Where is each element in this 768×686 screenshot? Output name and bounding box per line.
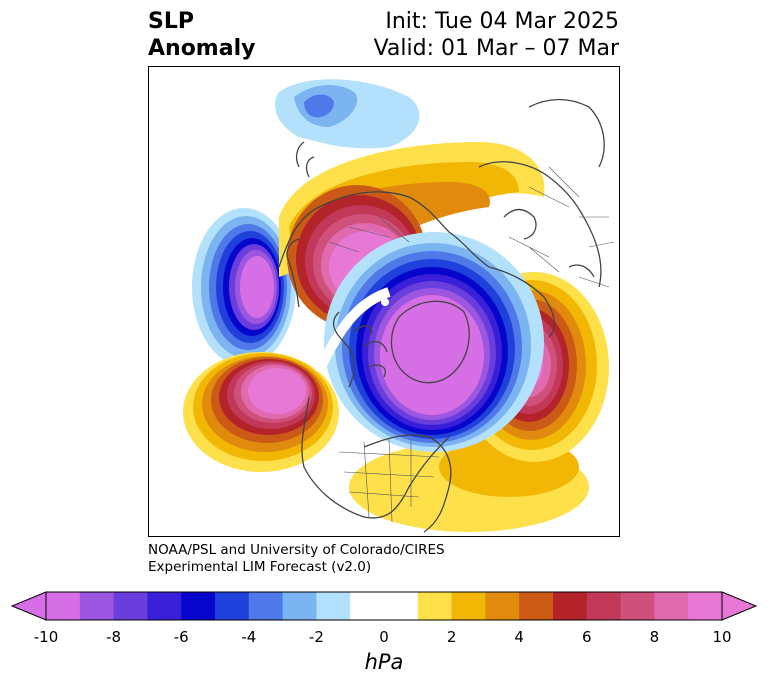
colorbar-swatch bbox=[620, 592, 655, 620]
colorbar-swatch bbox=[316, 592, 351, 620]
colorbar-swatch bbox=[688, 592, 723, 620]
valid-range: Valid: 01 Mar – 07 Mar bbox=[373, 36, 619, 61]
colorbar-tick-label: 10 bbox=[712, 628, 732, 646]
colorbar-swatch bbox=[654, 592, 689, 620]
init-date: Init: Tue 04 Mar 2025 bbox=[385, 9, 619, 34]
credit-line-1: NOAA/PSL and University of Colorado/CIRE… bbox=[148, 542, 445, 558]
high-central-pacific bbox=[183, 352, 339, 472]
title-right: Init: Tue 04 Mar 2025 Valid: 01 Mar – 07… bbox=[374, 8, 619, 62]
colorbar-tick-label: 8 bbox=[649, 628, 660, 646]
colorbar-swatch bbox=[384, 592, 419, 620]
colorbar-swatch bbox=[147, 592, 182, 620]
colorbar-swatch bbox=[586, 592, 622, 620]
map-panel bbox=[148, 66, 620, 537]
colorbar-swatch bbox=[519, 592, 554, 620]
credit: NOAA/PSL and University of Colorado/CIRE… bbox=[148, 542, 445, 576]
title-left: SLP Anomaly bbox=[148, 8, 255, 62]
pole-marker bbox=[381, 298, 389, 306]
colorbar-swatch bbox=[417, 592, 453, 620]
coastlines bbox=[278, 98, 605, 533]
colorbar-tick-label: 0 bbox=[379, 628, 389, 646]
colorbar-tick-label: 6 bbox=[582, 628, 592, 646]
colorbar-border bbox=[45, 591, 723, 621]
colorbar-tick-label: -10 bbox=[33, 628, 59, 646]
title-type: Anomaly bbox=[148, 36, 256, 61]
title-field: SLP bbox=[148, 9, 194, 34]
low-greenland-canada bbox=[324, 232, 544, 452]
low-northeast-asia bbox=[275, 79, 420, 149]
colorbar-unit: hPa bbox=[364, 650, 404, 674]
colorbar-swatch bbox=[181, 592, 216, 620]
colorbar-extend-low bbox=[10, 591, 47, 621]
colorbar-swatch bbox=[46, 592, 81, 620]
colorbar-swatch bbox=[485, 592, 520, 620]
colorbar bbox=[10, 591, 758, 621]
colorbar-tick-label: -2 bbox=[308, 628, 324, 646]
colorbar-swatch bbox=[248, 592, 284, 620]
colorbar-tick-label: -6 bbox=[173, 628, 189, 646]
colorbar-tick-label: 2 bbox=[446, 628, 457, 646]
colorbar-swatch bbox=[282, 592, 317, 620]
low-gulf-of-alaska bbox=[192, 208, 296, 366]
colorbar-swatch bbox=[113, 592, 148, 620]
colorbar-tick-label: -4 bbox=[241, 628, 257, 646]
borders bbox=[328, 166, 615, 523]
credit-line-2: Experimental LIM Forecast (v2.0) bbox=[148, 559, 372, 575]
colorbar-swatch bbox=[350, 592, 385, 620]
anomaly-map bbox=[183, 79, 615, 533]
colorbar-swatch bbox=[79, 592, 115, 620]
colorbar-swatch bbox=[215, 592, 250, 620]
colorbar-swatch bbox=[553, 592, 588, 620]
colorbar-swatch bbox=[451, 592, 486, 620]
colorbar-tick-label: 4 bbox=[514, 628, 524, 646]
colorbar-tick-label: -8 bbox=[106, 628, 122, 646]
colorbar-extend-high bbox=[721, 591, 758, 621]
